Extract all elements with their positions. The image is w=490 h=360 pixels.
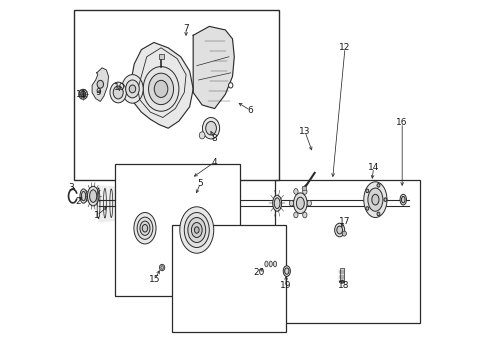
Ellipse shape <box>273 261 277 267</box>
Ellipse shape <box>184 212 209 248</box>
Ellipse shape <box>285 268 289 274</box>
Bar <box>74 10 279 180</box>
Text: 14: 14 <box>368 163 379 172</box>
Text: 4: 4 <box>212 158 218 167</box>
Ellipse shape <box>337 226 343 234</box>
Bar <box>115 164 240 296</box>
Bar <box>172 225 286 332</box>
Ellipse shape <box>294 212 298 218</box>
Text: 7: 7 <box>183 24 189 33</box>
Ellipse shape <box>228 83 233 88</box>
Ellipse shape <box>81 91 86 97</box>
Ellipse shape <box>113 86 123 99</box>
Ellipse shape <box>142 225 147 232</box>
Ellipse shape <box>372 194 379 205</box>
Ellipse shape <box>161 266 163 269</box>
Text: 13: 13 <box>299 127 311 136</box>
Bar <box>340 267 343 282</box>
Ellipse shape <box>97 80 103 88</box>
Ellipse shape <box>148 73 173 105</box>
Ellipse shape <box>366 189 368 193</box>
Text: 2: 2 <box>75 197 81 206</box>
Ellipse shape <box>294 189 298 194</box>
Ellipse shape <box>269 261 272 267</box>
Text: 1: 1 <box>94 211 99 220</box>
Ellipse shape <box>283 266 291 276</box>
Text: 12: 12 <box>340 43 351 52</box>
Text: 11: 11 <box>75 90 87 99</box>
Ellipse shape <box>303 189 307 194</box>
Ellipse shape <box>265 261 268 267</box>
Bar <box>275 180 420 323</box>
Ellipse shape <box>339 280 344 283</box>
Ellipse shape <box>88 186 99 206</box>
Text: 16: 16 <box>396 118 408 127</box>
Ellipse shape <box>81 192 86 201</box>
Bar <box>302 186 306 190</box>
Ellipse shape <box>134 212 156 244</box>
Text: 9: 9 <box>96 88 101 97</box>
Polygon shape <box>129 42 193 128</box>
Ellipse shape <box>188 217 206 243</box>
Ellipse shape <box>129 85 136 93</box>
Ellipse shape <box>335 223 344 237</box>
Bar <box>159 54 164 59</box>
Ellipse shape <box>202 117 220 139</box>
Ellipse shape <box>307 201 312 206</box>
Ellipse shape <box>154 80 168 98</box>
Ellipse shape <box>79 89 88 99</box>
Ellipse shape <box>272 195 282 211</box>
Ellipse shape <box>400 194 407 205</box>
Ellipse shape <box>377 212 380 216</box>
Text: 20: 20 <box>254 268 265 277</box>
Ellipse shape <box>199 132 205 139</box>
Ellipse shape <box>90 190 97 202</box>
Ellipse shape <box>122 75 143 103</box>
Ellipse shape <box>110 82 126 103</box>
Ellipse shape <box>384 198 387 202</box>
Ellipse shape <box>366 207 368 210</box>
Ellipse shape <box>140 221 150 235</box>
Polygon shape <box>193 26 234 109</box>
Text: 3: 3 <box>68 183 74 192</box>
Ellipse shape <box>159 264 165 271</box>
Ellipse shape <box>206 121 217 135</box>
Ellipse shape <box>192 222 202 238</box>
Text: 17: 17 <box>339 217 350 226</box>
Text: 18: 18 <box>338 281 349 290</box>
Ellipse shape <box>274 198 280 208</box>
Ellipse shape <box>401 197 405 203</box>
Ellipse shape <box>190 198 196 208</box>
Ellipse shape <box>126 80 139 98</box>
Text: 6: 6 <box>247 106 253 115</box>
Ellipse shape <box>296 197 304 209</box>
Text: 15: 15 <box>149 275 161 284</box>
Ellipse shape <box>377 184 380 187</box>
Ellipse shape <box>195 227 199 233</box>
Text: 19: 19 <box>280 281 292 290</box>
Ellipse shape <box>368 188 383 211</box>
Text: 8: 8 <box>212 134 218 143</box>
Ellipse shape <box>180 207 214 253</box>
Ellipse shape <box>80 189 87 203</box>
Ellipse shape <box>294 193 307 213</box>
Ellipse shape <box>137 217 153 239</box>
Ellipse shape <box>303 212 307 218</box>
Ellipse shape <box>364 182 387 217</box>
Ellipse shape <box>289 201 294 206</box>
Text: 10: 10 <box>114 83 125 92</box>
Text: 5: 5 <box>197 179 203 188</box>
Polygon shape <box>92 68 109 102</box>
Ellipse shape <box>342 231 346 236</box>
Ellipse shape <box>143 67 179 111</box>
